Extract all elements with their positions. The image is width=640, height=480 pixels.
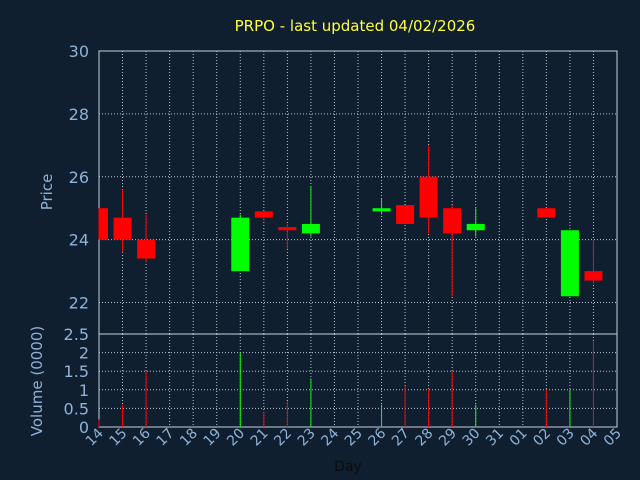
price-y-tick-label: 24 (69, 231, 89, 250)
volume-bars (98, 341, 594, 427)
candle-body (466, 223, 485, 231)
candle-body (560, 230, 579, 297)
candle (137, 214, 156, 262)
price-panel: 22 24 26 28 30 Price (38, 42, 618, 335)
price-y-tick-label: 22 (69, 294, 89, 313)
candle (301, 186, 320, 237)
candle (419, 145, 438, 234)
candle (278, 223, 297, 250)
volume-y-tick-label: 1 (79, 381, 89, 400)
candle (584, 239, 603, 284)
candle-body (231, 217, 250, 272)
candle-body (537, 208, 556, 218)
candle-body (99, 208, 108, 240)
candle (396, 205, 415, 224)
candle-body (301, 223, 320, 234)
candle-body (419, 176, 438, 218)
price-y-tick-label: 26 (69, 168, 89, 187)
volume-y-tick-labels: 00.511.522.5 (64, 325, 89, 437)
candle (98, 208, 108, 240)
candle (560, 230, 579, 297)
candle (113, 189, 132, 253)
price-y-tick-label: 28 (69, 105, 89, 124)
candle (466, 208, 485, 237)
volume-panel: 00.511.522.5 Volume (0000) (28, 325, 618, 437)
volume-y-tick-label: 2 (79, 344, 89, 363)
volume-y-tick-label: 1.5 (64, 362, 89, 381)
candle-body (278, 227, 297, 231)
volume-y-tick-label: 0.5 (64, 399, 89, 418)
candle (537, 208, 556, 218)
candle (254, 211, 273, 221)
price-y-tick-label: 30 (69, 42, 89, 61)
candles (98, 145, 603, 297)
candle (231, 214, 250, 272)
x-axis-label: Day (334, 459, 362, 475)
price-axis-label: Price (38, 174, 56, 211)
candle (443, 205, 462, 297)
volume-axis-label: Volume (0000) (28, 326, 46, 436)
volume-y-tick-label: 0 (79, 418, 89, 437)
candle-body (372, 208, 391, 212)
candle-body (443, 208, 462, 234)
candle-body (113, 217, 132, 240)
chart-title: PRPO - last updated 04/02/2026 (235, 17, 476, 35)
candle (372, 198, 391, 215)
x-tick-labels: 14 15 16 17 18 19 20 21 22 23 24 25 26 27 28 29 30 31 01 02… (83, 425, 625, 449)
candle-body (254, 211, 273, 218)
price-y-tick-labels: 22 24 26 28 30 (69, 42, 89, 313)
volume-y-tick-label: 2.5 (64, 325, 89, 344)
candle-body (396, 205, 415, 224)
volume-plot-area (98, 333, 618, 428)
candle-body (137, 239, 156, 259)
candle-body (584, 271, 603, 281)
